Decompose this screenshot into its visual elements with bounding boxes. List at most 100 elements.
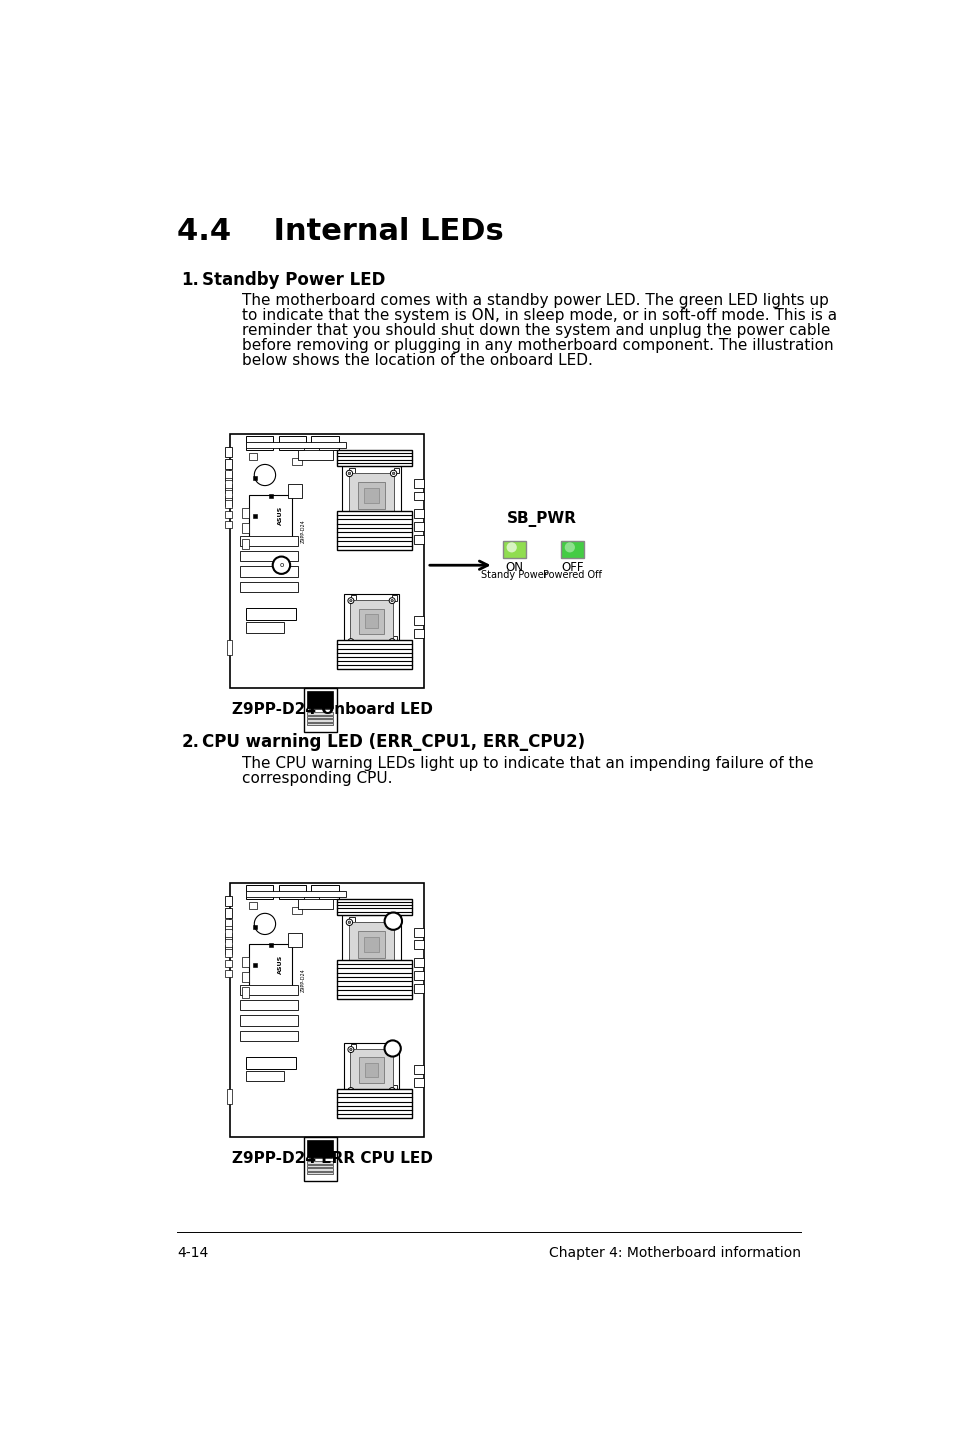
Text: below shows the location of the onboard LED.: below shows the location of the onboard … bbox=[241, 352, 592, 368]
Bar bbox=[336, 959, 412, 999]
Bar bbox=[364, 614, 378, 628]
Bar bbox=[225, 933, 232, 942]
Bar bbox=[225, 959, 232, 968]
Circle shape bbox=[350, 1090, 352, 1091]
Bar bbox=[350, 600, 393, 643]
Circle shape bbox=[384, 913, 401, 930]
Bar bbox=[364, 487, 378, 503]
FancyBboxPatch shape bbox=[502, 541, 525, 558]
Circle shape bbox=[392, 965, 395, 968]
Bar bbox=[288, 485, 301, 498]
Bar bbox=[292, 907, 301, 913]
Circle shape bbox=[350, 600, 352, 603]
Bar bbox=[414, 509, 423, 518]
Bar bbox=[303, 1137, 336, 1181]
Text: reminder that you should shut down the system and unplug the power cable: reminder that you should shut down the s… bbox=[241, 322, 829, 338]
Bar bbox=[239, 1031, 297, 1041]
Bar bbox=[241, 508, 249, 518]
Bar bbox=[253, 963, 257, 968]
Bar bbox=[392, 1044, 396, 1050]
Circle shape bbox=[346, 963, 353, 969]
Bar bbox=[245, 1057, 295, 1068]
Bar bbox=[336, 899, 412, 915]
Bar bbox=[349, 961, 355, 966]
Bar bbox=[358, 1057, 384, 1083]
Bar bbox=[245, 623, 284, 633]
Bar bbox=[307, 712, 333, 715]
Circle shape bbox=[392, 920, 395, 923]
Bar bbox=[225, 949, 232, 956]
Bar bbox=[342, 466, 400, 525]
Circle shape bbox=[389, 1047, 395, 1053]
Text: 1.: 1. bbox=[181, 272, 199, 289]
Bar bbox=[364, 936, 378, 952]
Circle shape bbox=[350, 1048, 352, 1051]
Circle shape bbox=[273, 557, 290, 574]
Circle shape bbox=[390, 919, 396, 926]
Bar bbox=[392, 1086, 396, 1090]
Circle shape bbox=[254, 464, 275, 486]
Bar bbox=[225, 472, 232, 482]
Bar bbox=[307, 719, 333, 722]
Circle shape bbox=[348, 516, 351, 519]
Bar bbox=[239, 582, 297, 592]
Bar bbox=[414, 615, 423, 626]
Bar bbox=[239, 567, 297, 577]
Circle shape bbox=[346, 515, 353, 521]
Bar bbox=[241, 972, 249, 982]
Bar bbox=[349, 922, 394, 966]
Circle shape bbox=[389, 638, 395, 644]
Text: OFF: OFF bbox=[560, 561, 583, 574]
Bar bbox=[249, 902, 257, 909]
Bar bbox=[307, 1172, 333, 1173]
Bar bbox=[225, 447, 232, 457]
Circle shape bbox=[254, 913, 275, 935]
Bar bbox=[225, 510, 232, 518]
Bar bbox=[350, 1048, 393, 1091]
Bar bbox=[303, 897, 319, 903]
Bar bbox=[249, 453, 257, 460]
Circle shape bbox=[348, 1087, 354, 1093]
Bar bbox=[394, 961, 398, 966]
Bar bbox=[349, 467, 355, 473]
Bar bbox=[414, 971, 423, 979]
Text: Powered Off: Powered Off bbox=[542, 569, 601, 580]
Text: Standy Power: Standy Power bbox=[480, 569, 547, 580]
Bar bbox=[414, 1066, 423, 1074]
Bar bbox=[253, 476, 257, 480]
Bar bbox=[307, 1162, 333, 1163]
Circle shape bbox=[392, 472, 395, 475]
Bar bbox=[239, 1015, 297, 1025]
Circle shape bbox=[564, 542, 575, 552]
Circle shape bbox=[391, 1048, 393, 1051]
Text: Standby Power LED: Standby Power LED bbox=[202, 272, 385, 289]
Bar bbox=[225, 909, 232, 917]
Bar bbox=[225, 969, 232, 978]
Bar bbox=[297, 450, 333, 460]
Bar bbox=[414, 940, 423, 949]
Text: Z9PP-D24 ERR CPU LED: Z9PP-D24 ERR CPU LED bbox=[232, 1152, 432, 1166]
Circle shape bbox=[391, 600, 393, 603]
Bar bbox=[336, 450, 412, 466]
Bar bbox=[241, 539, 249, 549]
Bar bbox=[292, 459, 301, 464]
Bar bbox=[414, 958, 423, 968]
Bar bbox=[225, 939, 232, 946]
Bar bbox=[414, 492, 423, 500]
Bar bbox=[357, 930, 385, 958]
Bar bbox=[269, 495, 273, 498]
Bar bbox=[278, 436, 305, 450]
Bar bbox=[307, 1139, 333, 1156]
Bar bbox=[227, 640, 232, 656]
Bar bbox=[239, 1001, 297, 1011]
Bar bbox=[297, 899, 333, 909]
Bar bbox=[245, 608, 295, 620]
Circle shape bbox=[389, 598, 395, 604]
Bar bbox=[241, 988, 249, 998]
Bar bbox=[414, 522, 423, 531]
Bar bbox=[253, 515, 257, 518]
Bar bbox=[394, 917, 398, 922]
Bar bbox=[225, 896, 232, 906]
Bar bbox=[414, 479, 423, 487]
Bar bbox=[307, 690, 333, 707]
